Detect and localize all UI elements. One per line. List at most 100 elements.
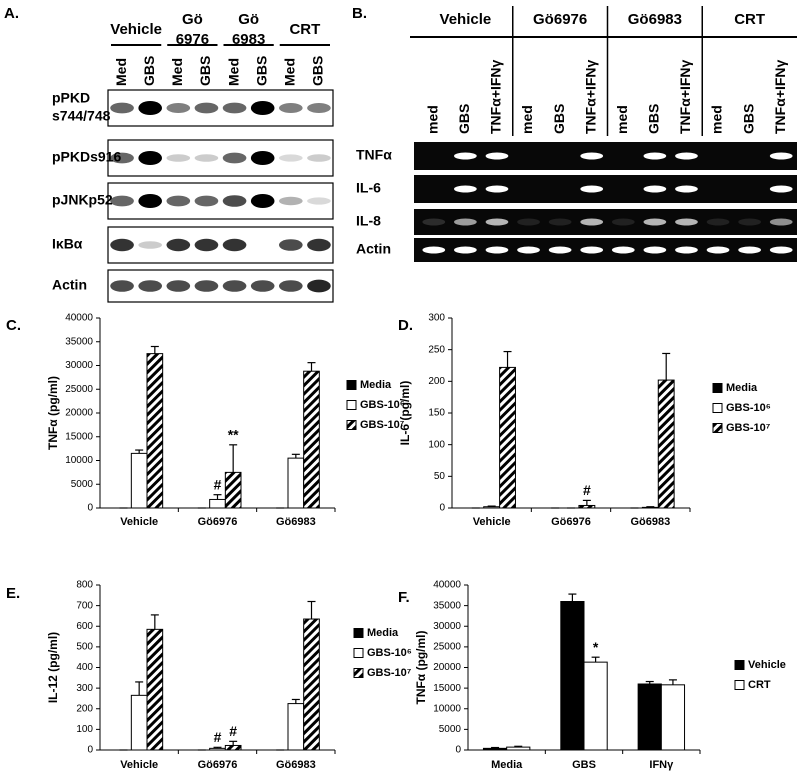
legend-swatch bbox=[734, 660, 745, 670]
y-tick-label: 50 bbox=[434, 471, 446, 482]
x-tick-label: GBS bbox=[572, 759, 596, 771]
bar bbox=[499, 366, 516, 509]
x-tick-label: Gö6983 bbox=[630, 516, 670, 528]
bar bbox=[483, 506, 501, 509]
blot-band bbox=[307, 103, 331, 113]
gel-band bbox=[485, 246, 509, 254]
blot-band bbox=[279, 196, 303, 206]
legend-swatch bbox=[346, 380, 357, 390]
legend-swatch bbox=[712, 403, 723, 413]
y-tick-label: 300 bbox=[428, 313, 445, 324]
gel-band bbox=[580, 246, 604, 254]
bar bbox=[209, 498, 226, 509]
y-axis-label: IL-12 (pg/ml) bbox=[46, 632, 60, 703]
error-bar bbox=[291, 453, 300, 459]
blot-band bbox=[138, 101, 162, 115]
gel-band bbox=[769, 246, 793, 254]
gel-band bbox=[675, 246, 698, 254]
gel-band bbox=[675, 218, 698, 226]
bar bbox=[209, 747, 226, 751]
legend-swatch bbox=[712, 423, 723, 433]
x-tick-label: Gö6983 bbox=[276, 516, 316, 528]
error-bar bbox=[135, 681, 144, 696]
gel-band bbox=[643, 185, 667, 193]
blot-band bbox=[166, 280, 191, 292]
row-label: pJNKp52 bbox=[52, 192, 113, 208]
legend-swatch bbox=[346, 400, 357, 410]
blot-band bbox=[166, 154, 191, 162]
legend-label: GBS-10⁷ bbox=[726, 422, 771, 434]
blot-band bbox=[222, 280, 247, 292]
legend-label: Media bbox=[360, 379, 392, 391]
gel-band bbox=[675, 185, 698, 193]
lane-label: Med bbox=[282, 58, 298, 86]
bar bbox=[130, 452, 148, 509]
legend-label: GBS-10⁶ bbox=[367, 647, 412, 659]
panel-label: D. bbox=[398, 317, 413, 334]
y-tick-label: 40000 bbox=[65, 313, 93, 324]
panel-label: E. bbox=[6, 585, 20, 602]
lane-label: med bbox=[709, 105, 725, 134]
blot-band bbox=[110, 238, 134, 252]
y-axis-label: IL-6 (pg/ml) bbox=[398, 381, 412, 446]
y-tick-label: 35000 bbox=[433, 600, 461, 611]
blot-band bbox=[279, 154, 303, 162]
legend-label: Media bbox=[726, 382, 758, 394]
x-tick-label: Gö6983 bbox=[276, 759, 316, 771]
error-bar bbox=[662, 352, 671, 381]
gel-band bbox=[485, 218, 509, 226]
y-tick-label: 200 bbox=[428, 376, 445, 387]
error-bar bbox=[582, 499, 591, 506]
legend-swatch bbox=[353, 668, 364, 678]
lane-label: GBS bbox=[197, 56, 213, 86]
legend-label: Vehicle bbox=[748, 659, 786, 671]
x-tick-label: Vehicle bbox=[120, 516, 158, 528]
y-tick-label: 100 bbox=[428, 439, 445, 450]
y-tick-label: 35000 bbox=[65, 336, 93, 347]
row-label: IL-8 bbox=[356, 213, 381, 229]
gel-band bbox=[738, 246, 761, 254]
row-label: TNFα bbox=[356, 147, 392, 163]
gel-frame bbox=[414, 238, 797, 262]
panel-label: A. bbox=[4, 5, 19, 22]
group-label: Gö6983 bbox=[628, 11, 682, 28]
gel-band bbox=[769, 152, 793, 160]
gel-band bbox=[643, 246, 667, 254]
y-tick-label: 0 bbox=[87, 503, 93, 514]
blot-band bbox=[166, 238, 191, 252]
gel-band bbox=[548, 246, 572, 254]
blot-band bbox=[307, 279, 331, 293]
gel-frame bbox=[414, 142, 797, 170]
error-bar bbox=[135, 449, 144, 454]
y-tick-label: 150 bbox=[428, 408, 445, 419]
y-tick-label: 5000 bbox=[71, 479, 94, 490]
blot-band bbox=[250, 194, 275, 208]
lane-label: med bbox=[614, 105, 630, 134]
legend-swatch bbox=[353, 648, 364, 658]
blot-band bbox=[194, 154, 219, 162]
gel-band bbox=[422, 218, 446, 226]
error-bar bbox=[213, 494, 222, 500]
y-tick-label: 15000 bbox=[65, 431, 93, 442]
gel-band bbox=[422, 246, 446, 254]
legend-label: Media bbox=[367, 627, 399, 639]
error-bar bbox=[213, 746, 222, 749]
blot-band bbox=[110, 280, 134, 292]
y-tick-label: 250 bbox=[428, 344, 445, 355]
blot-band bbox=[166, 195, 191, 207]
bar bbox=[657, 379, 675, 509]
gel-band bbox=[706, 246, 730, 254]
gel-band bbox=[580, 218, 604, 226]
blot-band bbox=[222, 102, 247, 114]
gel-band bbox=[738, 218, 761, 226]
lane-label: GBS bbox=[253, 56, 269, 86]
blot-band bbox=[307, 238, 331, 252]
gel-band bbox=[580, 185, 604, 193]
gel-band bbox=[769, 185, 793, 193]
bar bbox=[303, 618, 320, 751]
legend-swatch bbox=[346, 420, 357, 430]
row-label: s744/748 bbox=[52, 108, 111, 124]
y-tick-label: 20000 bbox=[433, 662, 461, 673]
blot-band bbox=[250, 151, 275, 165]
annotation: # bbox=[214, 476, 222, 492]
